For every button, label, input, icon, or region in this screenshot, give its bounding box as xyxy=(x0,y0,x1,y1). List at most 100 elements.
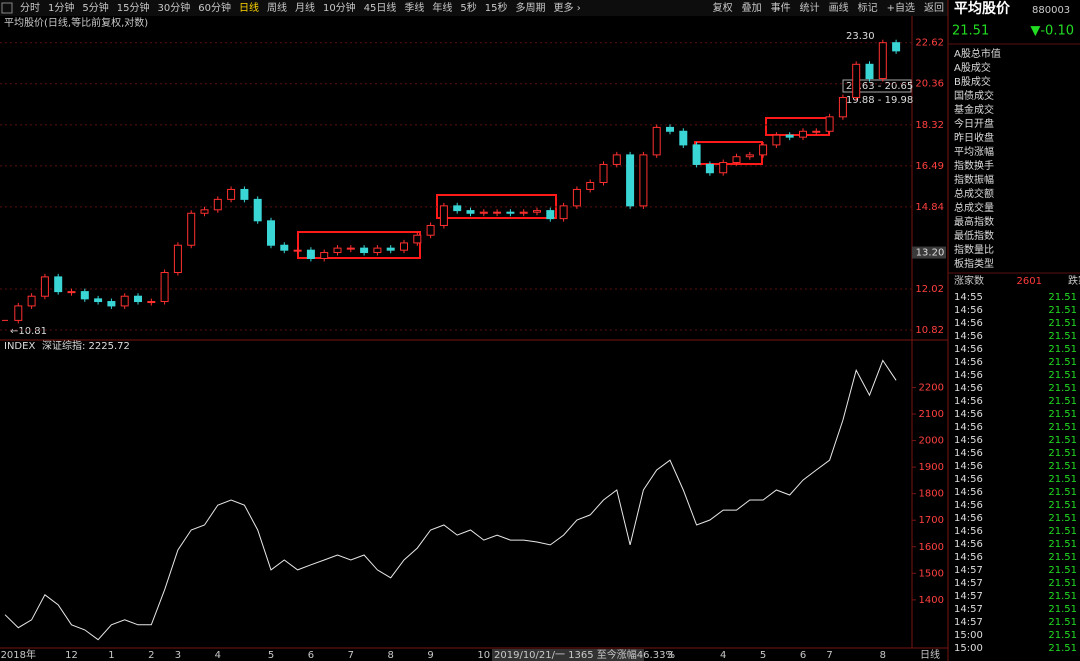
candle xyxy=(626,154,635,207)
period-tabs: 分时 1分钟 5分钟 15分钟 30分钟 60分钟 日线 周线 月线 10分钟 45日线 季线 年线 5秒… xyxy=(20,1,581,14)
tick-price: 21.51 xyxy=(1048,396,1077,407)
period-tab[interactable]: 45日线 xyxy=(364,1,397,14)
tick-time: 14:57 xyxy=(954,578,983,589)
period-tab[interactable]: 季线 xyxy=(404,1,424,14)
period-tab[interactable]: 年线 xyxy=(432,1,452,14)
tick-price: 21.51 xyxy=(1048,422,1077,433)
stat-label: 最低指数 xyxy=(954,229,994,242)
stat-label: 基金成交 xyxy=(954,103,994,116)
tick-time: 14:55 xyxy=(954,292,983,303)
y-tick-label: 1700 xyxy=(919,515,944,526)
tick-time: 14:57 xyxy=(954,604,983,615)
x-tick-label: 4 xyxy=(720,650,726,661)
candle xyxy=(200,209,209,214)
y-tick-label: 22.62 xyxy=(915,38,944,49)
period-tab[interactable]: 15分钟 xyxy=(117,1,150,14)
candle xyxy=(373,247,382,254)
tick-price: 21.51 xyxy=(1048,591,1077,602)
stat-label: 指数量比 xyxy=(954,243,994,256)
candle xyxy=(865,63,874,80)
tick-time: 14:56 xyxy=(954,448,983,459)
candle xyxy=(692,144,701,165)
tick-price: 21.51 xyxy=(1048,630,1077,641)
tick-price: 21.51 xyxy=(1048,370,1077,381)
candle xyxy=(599,163,608,183)
tick-price: 21.51 xyxy=(1048,357,1077,368)
toolbar xyxy=(0,0,948,16)
period-tab[interactable]: 1分钟 xyxy=(48,1,74,14)
period-tab[interactable]: 15秒 xyxy=(485,1,508,14)
tick-price: 21.51 xyxy=(1048,578,1077,589)
period-tab[interactable]: 5秒 xyxy=(460,1,476,14)
y-tick-label: 13.20 xyxy=(916,248,945,259)
action-button[interactable]: 返回 xyxy=(924,2,944,14)
tick-time: 14:56 xyxy=(954,500,983,511)
stat-label: 国债成交 xyxy=(954,89,994,102)
y-tick-label: 1900 xyxy=(919,462,944,473)
tick-price: 21.51 xyxy=(1048,513,1077,524)
annotation: 19.88 - 19.98 xyxy=(846,95,913,106)
stat-label: 指数振幅 xyxy=(954,173,994,186)
candle xyxy=(586,181,595,190)
x-tick-label: 7 xyxy=(826,650,832,661)
period-tab[interactable]: 月线 xyxy=(295,1,315,14)
candle xyxy=(493,211,502,214)
period-tab[interactable]: 更多 › xyxy=(554,1,581,14)
action-button[interactable]: 画线 xyxy=(829,1,849,14)
period-tab[interactable]: 10分钟 xyxy=(323,1,356,14)
tick-time: 14:56 xyxy=(954,474,983,485)
period-label: 日线 xyxy=(920,648,940,661)
candle xyxy=(320,252,329,259)
period-tab[interactable]: 30分钟 xyxy=(157,1,190,14)
tick-price: 21.51 xyxy=(1048,565,1077,576)
period-tab[interactable]: 60分钟 xyxy=(198,1,231,14)
action-button[interactable]: 叠加 xyxy=(742,2,762,14)
x-tick-label: 6 xyxy=(800,650,806,661)
annotation: 23.30 xyxy=(846,31,875,42)
tick-price: 21.51 xyxy=(1048,500,1077,511)
tick-time: 14:57 xyxy=(954,591,983,602)
y-tick-label: 1400 xyxy=(919,595,944,606)
period-tab[interactable]: 多周期 xyxy=(516,1,546,14)
candle xyxy=(878,42,887,80)
tick-price: 21.51 xyxy=(1048,448,1077,459)
x-tick-label: 10 xyxy=(477,650,490,661)
tick-price: 21.51 xyxy=(1048,643,1077,654)
candle xyxy=(785,134,794,138)
stat-label: 指数换手 xyxy=(954,159,994,172)
status-text: 2019/10/21/一 1365 至今涨幅46.33% xyxy=(494,648,675,661)
tick-time: 14:56 xyxy=(954,318,983,329)
period-tab[interactable]: 分时 xyxy=(20,2,40,14)
tick-time: 14:56 xyxy=(954,396,983,407)
action-button[interactable]: 标记 xyxy=(858,2,878,14)
tick-price: 21.51 xyxy=(1048,526,1077,537)
toolbar-icon[interactable] xyxy=(1,2,13,14)
stat-list: A股总市值A股成交B股成交国债成交基金成交今日开盘昨日收盘平均涨幅指数换手指数振… xyxy=(954,47,1001,270)
action-button[interactable]: 统计 xyxy=(800,1,820,14)
tick-price: 21.51 xyxy=(1048,474,1077,485)
action-button[interactable]: +自选 xyxy=(887,1,915,14)
x-tick-label: 4 xyxy=(215,650,221,661)
tick-price: 21.51 xyxy=(1048,383,1077,394)
highlight-box xyxy=(297,231,421,259)
candle xyxy=(346,247,355,250)
action-button[interactable]: 复权 xyxy=(713,1,733,14)
candle xyxy=(479,211,488,214)
tick-time: 14:56 xyxy=(954,513,983,524)
tick-price: 21.51 xyxy=(1048,344,1077,355)
action-button[interactable]: 事件 xyxy=(771,1,791,14)
candle xyxy=(187,212,196,246)
period-tab[interactable]: 日线 xyxy=(239,1,259,14)
stat-label: 总成交额 xyxy=(954,187,994,200)
candle xyxy=(213,198,222,211)
candle xyxy=(160,272,169,303)
tick-price: 21.51 xyxy=(1048,539,1077,550)
instrument-code: 880003 xyxy=(1032,5,1070,16)
candle xyxy=(413,234,422,244)
period-tab[interactable]: 周线 xyxy=(267,1,287,14)
tick-time: 15:00 xyxy=(954,643,983,654)
period-tab[interactable]: 5分钟 xyxy=(82,1,108,14)
